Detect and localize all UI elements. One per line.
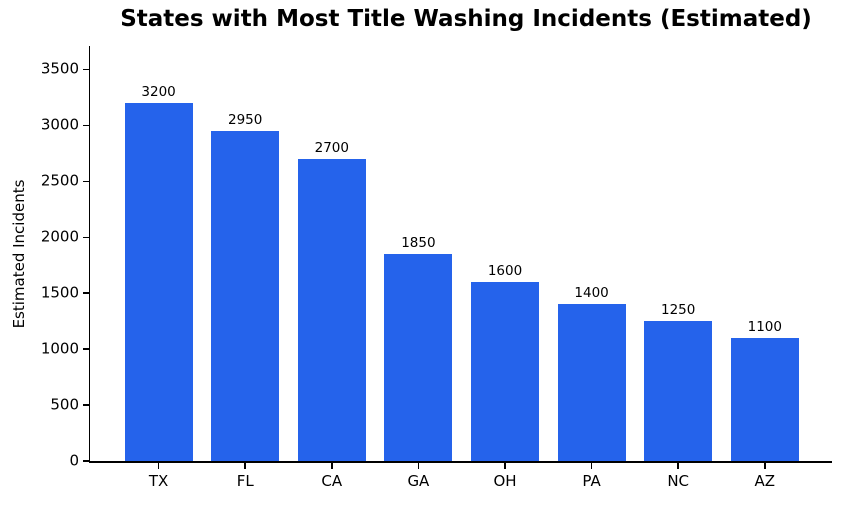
y-axis-title: Estimated Incidents xyxy=(10,179,28,329)
y-tick-label: 0 xyxy=(69,451,79,470)
y-tick-label: 3500 xyxy=(40,59,79,78)
x-tick-mark xyxy=(590,462,593,469)
y-tick-mark xyxy=(82,236,89,239)
y-tick-label: 2500 xyxy=(40,171,79,190)
x-tick-label-FL: FL xyxy=(236,472,254,490)
y-tick-mark xyxy=(82,348,89,350)
bar-AZ xyxy=(730,337,799,461)
y-tick-mark xyxy=(82,68,89,71)
bar-value-label-AZ: 1100 xyxy=(747,318,782,335)
x-tick-mark xyxy=(417,462,420,469)
x-tick-mark xyxy=(764,462,766,469)
y-tick-mark xyxy=(82,460,89,462)
plot-area: 0 500 1000 1500 2000 2500 3000 3500 3200 TX 2950 FL… xyxy=(41,46,832,490)
x-axis-line xyxy=(88,461,832,463)
y-tick-mark xyxy=(82,124,89,127)
bar-value-label-TX: 3200 xyxy=(141,83,176,100)
bar-NC xyxy=(644,321,713,461)
y-tick-mark xyxy=(82,404,89,406)
x-tick-label-OH: OH xyxy=(493,472,517,490)
y-tick-label: 1500 xyxy=(40,283,79,302)
y-tick-label: 2000 xyxy=(40,227,79,246)
bar-value-label-OH: 1600 xyxy=(487,262,523,279)
x-tick-mark xyxy=(504,462,506,469)
x-tick-label-AZ: AZ xyxy=(754,472,776,490)
bar-TX xyxy=(124,103,193,461)
x-tick-mark xyxy=(157,462,160,469)
y-tick-mark xyxy=(82,292,89,294)
y-tick-label: 3000 xyxy=(40,115,79,134)
chart-title: States with Most Title Washing Incidents… xyxy=(120,6,812,32)
y-tick-mark xyxy=(82,180,89,183)
x-tick-mark xyxy=(244,462,246,469)
bar-value-label-GA: 1850 xyxy=(401,234,436,251)
bar-GA xyxy=(384,254,453,461)
bar-CA xyxy=(297,158,366,461)
bar-value-label-NC: 1250 xyxy=(661,302,696,318)
bar-FL xyxy=(211,131,280,461)
bar-PA xyxy=(557,304,626,461)
x-tick-label-TX: TX xyxy=(148,472,169,490)
x-tick-label-GA: GA xyxy=(407,472,430,490)
x-tick-label-PA: PA xyxy=(582,472,601,490)
x-tick-mark xyxy=(677,462,679,469)
y-axis-line xyxy=(88,46,90,463)
bar-value-label-PA: 1400 xyxy=(574,285,609,302)
x-tick-label-CA: CA xyxy=(321,472,343,490)
y-tick-label: 1000 xyxy=(40,339,79,358)
bar-value-label-FL: 2950 xyxy=(228,111,263,128)
x-tick-label-NC: NC xyxy=(667,472,690,490)
bar-value-label-CA: 2700 xyxy=(314,139,349,156)
bar-OH xyxy=(471,282,539,461)
x-tick-mark xyxy=(331,462,333,469)
y-tick-label: 500 xyxy=(50,395,79,414)
